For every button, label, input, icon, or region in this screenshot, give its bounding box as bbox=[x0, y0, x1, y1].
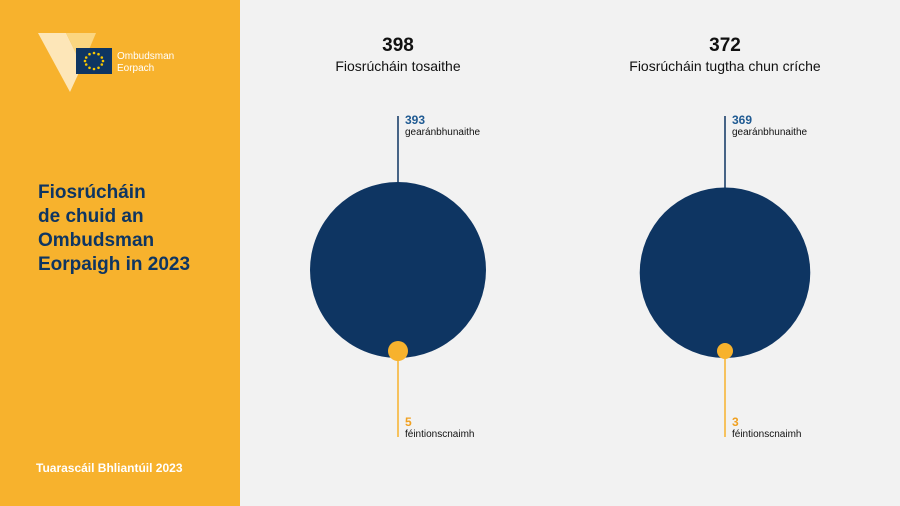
chart-1-series-2-label: 5 féintionscnaimh bbox=[405, 415, 474, 441]
chart-1-total: 398 bbox=[382, 35, 414, 56]
eu-stars-icon bbox=[83, 51, 105, 71]
page-title-line: de chuid an bbox=[38, 206, 144, 227]
chart-area: 398 Fiosrúcháin tosaithe 372 Fiosrúcháin… bbox=[240, 0, 900, 506]
chart-1-series-1-label: 393 gearánbhunaithe bbox=[405, 113, 480, 139]
chart-2-series-1-label: 369 gearánbhunaithe bbox=[732, 113, 807, 139]
chart-canvas bbox=[310, 116, 811, 437]
chart-2-series-1-name: gearánbhunaithe bbox=[732, 127, 808, 138]
logo-text: Ombudsman Eorpach bbox=[117, 51, 174, 75]
logo-text-line2: Eorpach bbox=[117, 63, 155, 74]
logo-text-line1: Ombudsman bbox=[117, 51, 175, 62]
chart-2-total: 372 bbox=[709, 35, 741, 56]
chart-1-series-2-name: féintionscnaimh bbox=[405, 429, 475, 440]
report-footer: Tuarascáil Bhliantúil 2023 bbox=[36, 461, 183, 475]
chart-2-title: Fiosrúcháin tugtha chun críche bbox=[629, 58, 821, 74]
page-title-line: Eorpaigh in 2023 bbox=[38, 254, 191, 275]
ombudsman-logo bbox=[38, 33, 112, 92]
sidebar: Ombudsman Eorpach Fiosrúcháin de chuid a… bbox=[0, 0, 240, 506]
logo-chevron-left bbox=[38, 33, 82, 92]
chart-2-series-2-value: 3 bbox=[732, 415, 739, 429]
chart-2-series-2-name: féintionscnaimh bbox=[732, 429, 802, 440]
chart-2-heading: 372 Fiosrúcháin tugtha chun críche bbox=[595, 35, 855, 75]
page-title-line: Ombudsman bbox=[38, 230, 155, 251]
chart-1-series-1-value: 393 bbox=[405, 113, 426, 127]
chart-1-series-2-circle bbox=[388, 341, 408, 361]
chart-2-series-2-label: 3 féintionscnaimh bbox=[732, 415, 801, 441]
chart-2-series-1-value: 369 bbox=[732, 113, 753, 127]
chart-1-series-1-name: gearánbhunaithe bbox=[405, 127, 481, 138]
chart-2-series-2-circle bbox=[717, 343, 733, 359]
chart-2-series-1-circle bbox=[639, 187, 811, 358]
page-title-line: Fiosrúcháin bbox=[38, 182, 146, 203]
chart-1-heading: 398 Fiosrúcháin tosaithe bbox=[298, 35, 498, 75]
chart-1-series-2-value: 5 bbox=[405, 415, 412, 429]
chart-1-title: Fiosrúcháin tosaithe bbox=[335, 58, 461, 74]
chart-1-series-1-circle bbox=[310, 182, 486, 358]
page-title: Fiosrúcháin de chuid an Ombudsman Eorpai… bbox=[38, 181, 228, 277]
